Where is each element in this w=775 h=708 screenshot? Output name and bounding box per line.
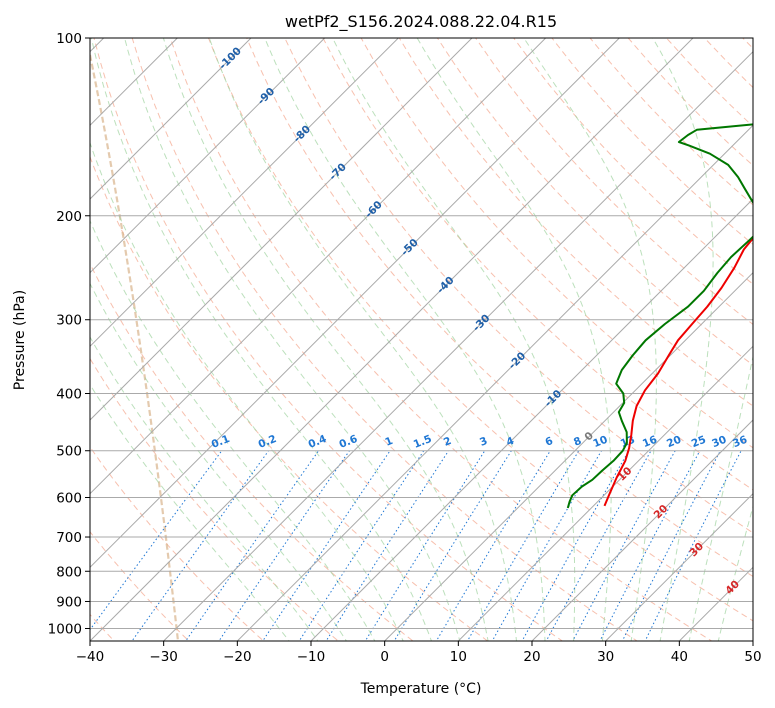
y-axis-label: Pressure (hPa) <box>12 290 28 390</box>
isotherm-line <box>90 38 326 274</box>
mixing-ratio-label: 3 <box>478 435 489 449</box>
background-lines <box>90 38 753 641</box>
moist-adiabat <box>90 282 347 641</box>
y-tick-label: 500 <box>56 444 82 460</box>
profile-lines <box>566 123 753 509</box>
x-tick-label: −40 <box>76 649 105 665</box>
y-axis-ticks: 100 200 300 400 500 600 700 800 900 1000 <box>48 31 90 637</box>
x-tick-label: 50 <box>744 649 761 665</box>
isotherm-line <box>90 38 694 641</box>
dry-adiabat <box>360 38 753 449</box>
mixing-ratio-label: 20 <box>665 434 683 451</box>
isotherm-line <box>605 492 753 641</box>
moist-adiabat <box>124 38 461 641</box>
mixing-ratio-label: 4 <box>505 435 516 449</box>
mixing-ratio-label: 30 <box>710 434 728 451</box>
y-tick-label: 800 <box>56 564 82 580</box>
isotherm-line <box>90 38 473 421</box>
x-axis-ticks: −40 −30 −20 −10 0 10 20 30 40 50 <box>76 641 762 665</box>
chart-title: wetPf2_S156.2024.088.22.04.R15 <box>285 12 557 32</box>
moist-adiabat <box>90 383 290 641</box>
moist-adiabat <box>332 38 576 641</box>
y-tick-label: 600 <box>56 490 82 506</box>
isotherm-line <box>752 640 753 641</box>
dewpoint-profile <box>566 123 753 509</box>
moist-adiabat <box>416 38 612 641</box>
isotherm-line <box>90 38 547 495</box>
moist-adiabat <box>90 336 319 641</box>
mixing-ratio-label: 36 <box>731 434 749 451</box>
x-tick-label: 40 <box>671 649 688 665</box>
reference-curve <box>90 54 180 641</box>
mixing-ratio-label: 10 <box>591 434 609 451</box>
isotherm-line <box>163 50 753 641</box>
y-tick-label: 1000 <box>48 621 82 637</box>
temperature-profile <box>603 236 753 507</box>
mixing-ratio-label: 16 <box>641 434 659 451</box>
isotherm-line <box>384 271 753 641</box>
isotherm-line <box>531 419 753 641</box>
isotherm-line <box>90 38 399 348</box>
mixing-ratio-label: 2 <box>442 435 453 449</box>
x-tick-label: 30 <box>597 649 614 665</box>
moist-adiabat <box>717 504 753 641</box>
plot-background <box>90 38 753 641</box>
moist-adiabat <box>90 38 433 641</box>
isotherm-line <box>236 124 753 641</box>
mixing-ratio-label: 8 <box>572 435 583 449</box>
mixing-ratio-label: 1 <box>383 435 394 449</box>
dry-adiabat <box>398 38 753 407</box>
x-tick-label: 10 <box>450 649 467 665</box>
mixing-ratio-label: 25 <box>690 434 708 451</box>
moist-adiabat <box>208 38 518 641</box>
isotherm-line <box>90 38 252 200</box>
x-tick-label: 20 <box>523 649 540 665</box>
y-tick-label: 100 <box>56 31 82 47</box>
y-tick-label: 200 <box>56 209 82 225</box>
x-tick-label: −20 <box>223 649 252 665</box>
moist-adiabat <box>90 141 404 641</box>
dry-adiabat <box>322 38 753 491</box>
mixing-ratio-label: 6 <box>544 435 555 449</box>
moist-adiabat <box>652 38 714 641</box>
x-tick-label: 0 <box>380 649 389 665</box>
isotherm-line <box>457 345 753 641</box>
isotherm-line <box>310 198 753 641</box>
moist-adiabat <box>688 354 753 641</box>
plot-frame <box>89 37 754 642</box>
x-tick-label: −30 <box>149 649 178 665</box>
y-tick-label: 700 <box>56 530 82 546</box>
y-tick-label: 900 <box>56 594 82 610</box>
x-tick-label: −10 <box>297 649 326 665</box>
moist-adiabat <box>90 219 376 641</box>
moist-adiabat <box>523 38 657 641</box>
x-axis-label: Temperature (°C) <box>360 681 482 697</box>
moist-adiabat <box>162 38 489 641</box>
y-tick-label: 400 <box>56 387 82 403</box>
moist-adiabat <box>264 38 546 641</box>
isotherm-line <box>90 38 620 569</box>
dry-adiabat <box>436 38 753 366</box>
y-tick-label: 300 <box>56 313 82 329</box>
